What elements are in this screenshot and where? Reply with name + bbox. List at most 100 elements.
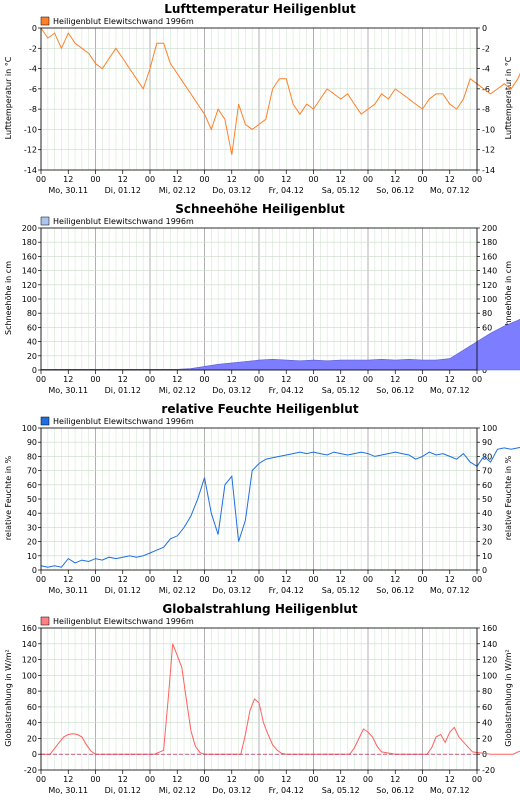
y-tick-label-right: 40	[482, 719, 492, 728]
y-tick-label-right: 30	[482, 523, 492, 532]
y-tick-label-right: 80	[482, 309, 492, 318]
x-tick-label: 00	[254, 775, 264, 784]
x-tick-label: 00	[308, 575, 318, 584]
legend-label: Heiligenblut Elewitschwand 1996m	[53, 617, 194, 626]
y-tick-label-right: 40	[482, 509, 492, 518]
x-tick-label: 00	[90, 175, 100, 184]
x-day-label: Fr, 04.12	[269, 186, 304, 195]
x-day-label: Di, 01.12	[105, 786, 141, 795]
x-day-label: Do, 03.12	[212, 786, 251, 795]
y-tick-label-left: 60	[27, 323, 37, 332]
x-tick-label: 12	[118, 775, 128, 784]
y-tick-label-left: 140	[22, 640, 37, 649]
x-tick-label: 00	[363, 575, 373, 584]
x-tick-label: 00	[363, 375, 373, 384]
snow-depth-chart: Schneehöhe Heiligenblut Heiligenblut Ele…	[4, 202, 520, 395]
y-tick-label-left: 60	[27, 481, 37, 490]
x-tick-label: 12	[63, 575, 73, 584]
x-tick-label: 12	[172, 575, 182, 584]
y-axis-label-left: relative Feuchte in %	[4, 455, 13, 540]
y-tick-label-left: -14	[24, 166, 37, 175]
x-tick-label: 00	[145, 775, 155, 784]
x-tick-label: 12	[390, 175, 400, 184]
x-tick-label: 00	[472, 775, 482, 784]
y-tick-label-right: 80	[482, 687, 492, 696]
y-tick-label-left: 160	[22, 252, 37, 261]
y-tick-label-right: 20	[482, 538, 492, 547]
y-tick-label-right: -6	[482, 85, 490, 94]
x-tick-label: 12	[336, 775, 346, 784]
y-tick-label-right: 60	[482, 481, 492, 490]
y-tick-label-right: -2	[482, 44, 490, 53]
x-day-label: Fr, 04.12	[269, 586, 304, 595]
series-line	[41, 643, 520, 755]
y-tick-label-right: 200	[482, 224, 497, 233]
x-day-label: Do, 03.12	[212, 586, 251, 595]
y-tick-label-right: -20	[482, 766, 495, 775]
y-tick-label-right: -10	[482, 125, 495, 134]
x-tick-label: 00	[199, 775, 209, 784]
chart-title: Globalstrahlung Heiligenblut	[162, 602, 357, 616]
y-tick-label-left: 0	[32, 566, 37, 575]
x-tick-label: 12	[172, 375, 182, 384]
y-tick-label-left: 50	[27, 495, 37, 504]
x-day-label: Mi, 02.12	[159, 586, 196, 595]
x-tick-label: 00	[90, 375, 100, 384]
y-tick-label-left: 100	[22, 671, 37, 680]
x-tick-label: 00	[199, 375, 209, 384]
x-tick-label: 12	[227, 775, 237, 784]
x-tick-label: 12	[63, 375, 73, 384]
y-tick-label-left: 90	[27, 438, 37, 447]
x-tick-label: 00	[417, 175, 427, 184]
legend-label: Heiligenblut Elewitschwand 1996m	[53, 17, 194, 26]
x-tick-label: 00	[145, 575, 155, 584]
y-axis-label-right: Lufttemperatur in °C	[504, 56, 513, 139]
x-tick-label: 12	[281, 575, 291, 584]
air-temperature-chart: Lufttemperatur Heiligenblut Heiligenblut…	[4, 2, 520, 195]
y-tick-label-left: -8	[29, 105, 37, 114]
x-tick-label: 12	[445, 575, 455, 584]
y-tick-label-left: 30	[27, 523, 37, 532]
y-tick-label-left: -6	[29, 85, 37, 94]
relative-humidity-chart: relative Feuchte Heiligenblut Heiligenbl…	[4, 402, 520, 595]
x-tick-label: 00	[308, 175, 318, 184]
series-area	[40, 318, 520, 371]
x-tick-label: 00	[199, 175, 209, 184]
x-tick-label: 12	[172, 775, 182, 784]
x-tick-label: 00	[417, 575, 427, 584]
x-tick-label: 12	[336, 375, 346, 384]
y-tick-label-right: -8	[482, 105, 490, 114]
x-tick-label: 12	[445, 775, 455, 784]
x-tick-label: 00	[254, 575, 264, 584]
y-tick-label-right: 80	[482, 452, 492, 461]
y-tick-label-right: 100	[482, 671, 497, 680]
y-tick-label-right: 50	[482, 495, 492, 504]
y-tick-label-right: 140	[482, 640, 497, 649]
x-tick-label: 12	[390, 775, 400, 784]
chart-title: relative Feuchte Heiligenblut	[161, 402, 358, 416]
y-axis-label-right: relative Feuchte in %	[504, 455, 513, 540]
y-tick-label-right: 60	[482, 703, 492, 712]
x-day-label: Sa, 05.12	[322, 386, 360, 395]
chart-title: Lufttemperatur Heiligenblut	[164, 2, 356, 16]
y-tick-label-left: 180	[22, 238, 37, 247]
y-tick-label-left: 60	[27, 703, 37, 712]
x-tick-label: 12	[118, 175, 128, 184]
x-day-label: Di, 01.12	[105, 186, 141, 195]
x-tick-label: 00	[199, 575, 209, 584]
legend-swatch	[40, 16, 50, 26]
y-tick-label-left: 120	[22, 656, 37, 665]
x-day-label: Sa, 05.12	[322, 186, 360, 195]
y-tick-label-right: 100	[482, 295, 497, 304]
x-tick-label: 12	[63, 175, 73, 184]
y-tick-label-right: 160	[482, 252, 497, 261]
y-tick-label-left: 100	[22, 424, 37, 433]
y-tick-label-right: 0	[482, 566, 487, 575]
y-tick-label-left: 0	[32, 24, 37, 33]
legend-label: Heiligenblut Elewitschwand 1996m	[53, 417, 194, 426]
x-day-label: Do, 03.12	[212, 386, 251, 395]
y-tick-label-left: 0	[32, 750, 37, 759]
x-day-label: Fr, 04.12	[269, 386, 304, 395]
y-tick-label-right: 10	[482, 552, 492, 561]
x-day-label: Mo, 07.12	[430, 586, 470, 595]
